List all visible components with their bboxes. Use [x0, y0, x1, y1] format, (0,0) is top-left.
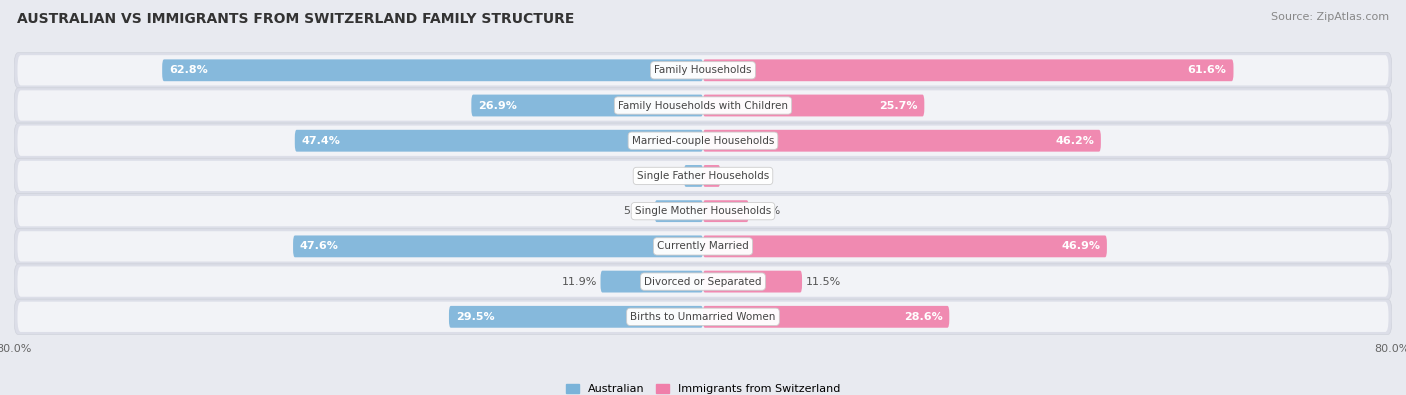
Text: 2.2%: 2.2%	[652, 171, 681, 181]
Text: 25.7%: 25.7%	[879, 100, 918, 111]
FancyBboxPatch shape	[292, 235, 703, 257]
FancyBboxPatch shape	[17, 267, 1389, 297]
FancyBboxPatch shape	[162, 59, 703, 81]
FancyBboxPatch shape	[449, 306, 703, 328]
FancyBboxPatch shape	[655, 200, 703, 222]
Text: 61.6%: 61.6%	[1188, 65, 1226, 75]
FancyBboxPatch shape	[14, 194, 1392, 229]
Text: 11.5%: 11.5%	[806, 276, 841, 287]
FancyBboxPatch shape	[703, 59, 1233, 81]
FancyBboxPatch shape	[17, 231, 1389, 261]
Text: Divorced or Separated: Divorced or Separated	[644, 276, 762, 287]
Text: 47.6%: 47.6%	[299, 241, 339, 251]
Text: Births to Unmarried Women: Births to Unmarried Women	[630, 312, 776, 322]
FancyBboxPatch shape	[703, 94, 924, 117]
FancyBboxPatch shape	[600, 271, 703, 293]
FancyBboxPatch shape	[17, 126, 1389, 156]
Text: Currently Married: Currently Married	[657, 241, 749, 251]
FancyBboxPatch shape	[703, 130, 1101, 152]
Text: Family Households: Family Households	[654, 65, 752, 75]
FancyBboxPatch shape	[17, 55, 1389, 85]
FancyBboxPatch shape	[703, 271, 801, 293]
FancyBboxPatch shape	[685, 165, 703, 187]
FancyBboxPatch shape	[17, 90, 1389, 120]
FancyBboxPatch shape	[14, 88, 1392, 123]
FancyBboxPatch shape	[17, 196, 1389, 226]
FancyBboxPatch shape	[17, 302, 1389, 332]
Text: 26.9%: 26.9%	[478, 100, 517, 111]
Text: 47.4%: 47.4%	[302, 136, 340, 146]
FancyBboxPatch shape	[14, 299, 1392, 335]
Text: 2.0%: 2.0%	[724, 171, 752, 181]
FancyBboxPatch shape	[17, 161, 1389, 191]
FancyBboxPatch shape	[14, 53, 1392, 88]
FancyBboxPatch shape	[14, 229, 1392, 264]
FancyBboxPatch shape	[703, 235, 1107, 257]
FancyBboxPatch shape	[703, 165, 720, 187]
Legend: Australian, Immigrants from Switzerland: Australian, Immigrants from Switzerland	[561, 379, 845, 395]
FancyBboxPatch shape	[703, 200, 748, 222]
FancyBboxPatch shape	[471, 94, 703, 117]
Text: Married-couple Households: Married-couple Households	[631, 136, 775, 146]
FancyBboxPatch shape	[14, 264, 1392, 299]
Text: Source: ZipAtlas.com: Source: ZipAtlas.com	[1271, 12, 1389, 22]
Text: 11.9%: 11.9%	[562, 276, 598, 287]
Text: 5.6%: 5.6%	[623, 206, 651, 216]
Text: 5.3%: 5.3%	[752, 206, 780, 216]
Text: Single Mother Households: Single Mother Households	[636, 206, 770, 216]
FancyBboxPatch shape	[14, 123, 1392, 158]
FancyBboxPatch shape	[295, 130, 703, 152]
Text: AUSTRALIAN VS IMMIGRANTS FROM SWITZERLAND FAMILY STRUCTURE: AUSTRALIAN VS IMMIGRANTS FROM SWITZERLAN…	[17, 12, 574, 26]
Text: Family Households with Children: Family Households with Children	[619, 100, 787, 111]
Text: 29.5%: 29.5%	[456, 312, 495, 322]
Text: 46.9%: 46.9%	[1062, 241, 1099, 251]
FancyBboxPatch shape	[703, 306, 949, 328]
FancyBboxPatch shape	[14, 158, 1392, 194]
Text: 62.8%: 62.8%	[169, 65, 208, 75]
Text: 46.2%: 46.2%	[1054, 136, 1094, 146]
Text: Single Father Households: Single Father Households	[637, 171, 769, 181]
Text: 28.6%: 28.6%	[904, 312, 942, 322]
